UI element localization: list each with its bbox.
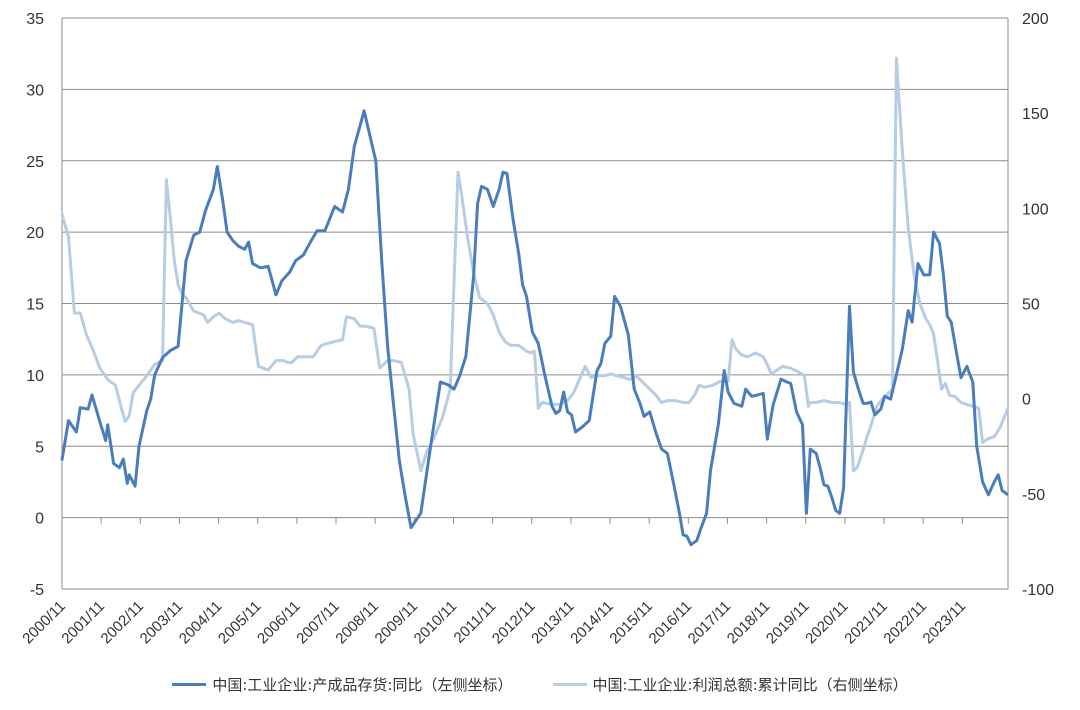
x-tick-label: 2013/11	[528, 598, 578, 648]
x-tick-label: 2012/11	[489, 598, 539, 648]
x-tick-label: 2009/11	[372, 598, 422, 648]
right-tick-label: 200	[1022, 11, 1049, 28]
x-tick-label: 2014/11	[567, 598, 617, 648]
x-tick-label: 2023/11	[920, 598, 970, 648]
series-lines	[60, 56, 1010, 547]
x-tick-label: 2017/11	[685, 598, 735, 648]
series-line-inventory	[60, 109, 1009, 547]
legend-item-inventory: 中国:工业企业:产成品存货:同比（左侧坐标）	[172, 674, 513, 695]
x-tick-label: 2000/11	[19, 598, 69, 648]
x-tick-label: 2022/11	[880, 598, 930, 648]
right-tick-label: 0	[1022, 392, 1031, 409]
legend-label-inventory: 中国:工业企业:产成品存货:同比（左侧坐标）	[212, 675, 513, 694]
x-axis-tick-marks	[61, 517, 963, 524]
left-tick-label: 10	[26, 368, 44, 385]
left-tick-label: -5	[30, 582, 44, 599]
x-tick-label: 2021/11	[841, 598, 891, 648]
right-tick-label: -50	[1022, 487, 1045, 504]
x-tick-label: 2019/11	[763, 598, 813, 648]
x-tick-label: 2003/11	[137, 598, 187, 648]
x-tick-label: 2020/11	[802, 598, 852, 648]
left-tick-label: 20	[26, 225, 44, 242]
x-tick-label: 2005/11	[215, 598, 265, 648]
x-tick-label: 2016/11	[646, 598, 696, 648]
legend: 中国:工业企业:产成品存货:同比（左侧坐标） 中国:工业企业:利润总额:累计同比…	[0, 670, 1080, 698]
right-axis-ticks: -100 -50 0 50 100 150 200	[1022, 11, 1054, 599]
x-axis-tick-labels: 2000/112001/112002/112003/112004/112005/…	[19, 598, 969, 648]
left-tick-label: 5	[35, 439, 44, 456]
right-tick-label: -100	[1022, 582, 1054, 599]
x-tick-label: 2007/11	[293, 598, 343, 648]
right-tick-label: 50	[1022, 297, 1040, 314]
left-axis-ticks: -5 0 5 10 15 20 25 30 35	[26, 11, 44, 599]
x-tick-label: 2008/11	[332, 598, 382, 648]
left-tick-label: 30	[26, 82, 44, 99]
series-line-profit	[60, 56, 1010, 473]
x-tick-label: 2002/11	[98, 598, 148, 648]
legend-item-profit: 中国:工业企业:利润总额:累计同比（右侧坐标）	[552, 674, 908, 695]
left-tick-label: 35	[26, 11, 44, 28]
left-tick-label: 25	[26, 154, 44, 171]
x-tick-label: 2010/11	[411, 598, 461, 648]
x-tick-label: 2001/11	[58, 598, 108, 648]
right-tick-label: 100	[1022, 201, 1049, 218]
x-tick-label: 2018/11	[724, 598, 774, 648]
left-tick-label: 15	[26, 297, 44, 314]
left-tick-label: 0	[35, 511, 44, 528]
legend-swatch-inventory	[172, 682, 207, 686]
right-tick-label: 150	[1022, 106, 1049, 123]
legend-label-profit: 中国:工业企业:利润总额:累计同比（右侧坐标）	[592, 675, 908, 694]
legend-swatch-profit	[552, 682, 587, 686]
x-tick-label: 2015/11	[606, 598, 656, 648]
x-tick-label: 2006/11	[254, 598, 304, 648]
x-tick-label: 2004/11	[176, 598, 226, 648]
